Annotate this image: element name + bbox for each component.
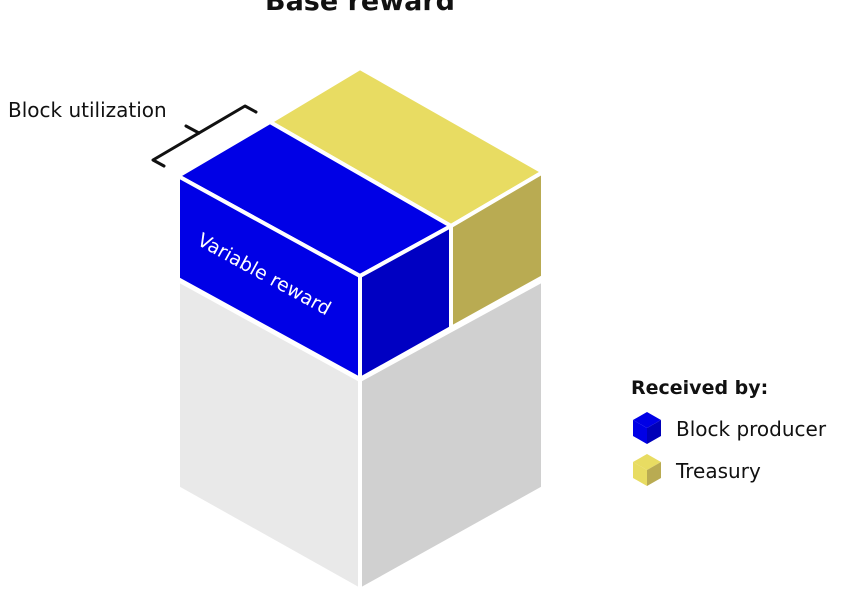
block-utilization-label: Block utilization bbox=[8, 98, 167, 122]
yellow-cube-icon bbox=[633, 454, 661, 486]
treasury-block bbox=[268, 66, 545, 330]
legend-label-treasury: Treasury bbox=[675, 459, 761, 483]
legend: Received by: Block producer Treasury bbox=[631, 377, 827, 486]
variable-reward-block: Variable reward bbox=[176, 120, 453, 381]
base-block-right-face bbox=[358, 278, 545, 592]
legend-item-block-producer: Block producer bbox=[633, 412, 827, 444]
legend-label-block-producer: Block producer bbox=[676, 417, 827, 441]
blue-cube-icon bbox=[633, 412, 661, 444]
base-block bbox=[176, 278, 545, 592]
legend-title: Received by: bbox=[631, 377, 768, 399]
diagram-title: Base reward bbox=[265, 0, 455, 17]
legend-item-treasury: Treasury bbox=[633, 454, 761, 486]
variable-reward-side-face bbox=[358, 224, 453, 381]
block-utilization-bracket bbox=[151, 104, 258, 168]
